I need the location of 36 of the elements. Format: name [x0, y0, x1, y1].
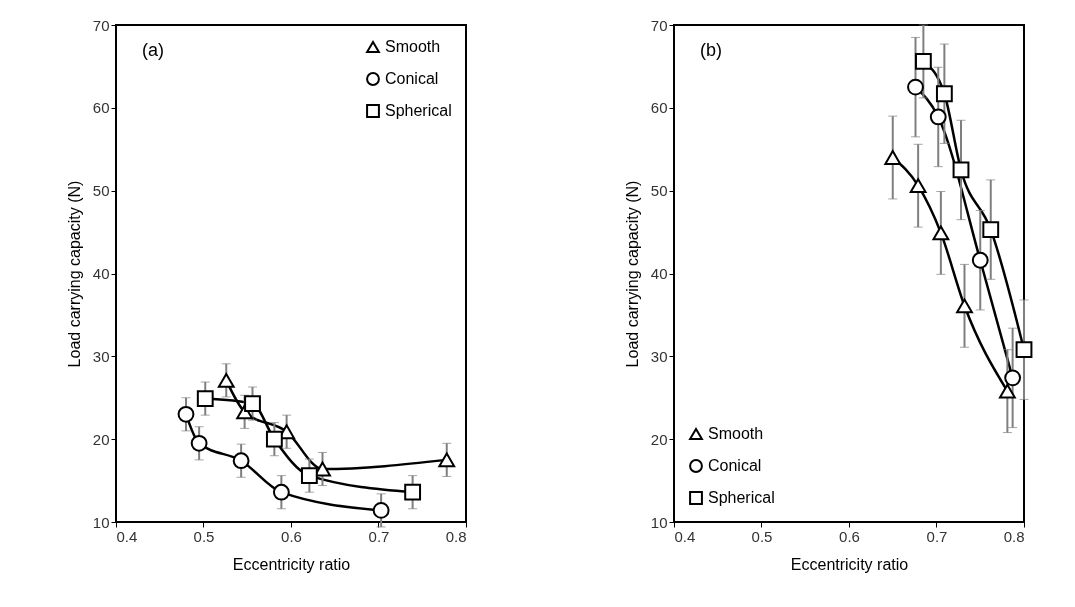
y-tick-label: 30: [92, 347, 110, 365]
y-tick-label: 50: [92, 182, 110, 200]
y-tick-label: 20: [92, 430, 110, 448]
y-tick-label: 70: [650, 16, 668, 34]
x-tick-label: 0.5: [193, 527, 215, 545]
x-tick-label: 0.4: [674, 527, 696, 545]
annotation: (b): [700, 40, 722, 60]
y-tick-label: 10: [92, 513, 110, 531]
y-tick-label: 60: [650, 99, 668, 117]
y-tick-label: 50: [650, 182, 668, 200]
y-tick-label: 60: [92, 99, 110, 117]
x-tick-label: 0.5: [751, 527, 773, 545]
x-axis-title: Eccentricity ratio: [232, 555, 351, 573]
legend-label: Smooth: [708, 425, 764, 442]
legend-label: Conical: [385, 70, 439, 87]
x-axis-title: Eccentricity ratio: [790, 555, 909, 573]
x-tick-label: 0.7: [368, 527, 390, 545]
legend-label: Conical: [708, 457, 762, 474]
x-tick-label: 0.8: [445, 527, 467, 545]
y-tick-label: 40: [92, 265, 110, 282]
y-axis-title: Load carrying capacity (N): [65, 180, 83, 368]
y-tick-label: 10: [650, 513, 668, 531]
y-tick-label: 30: [650, 347, 668, 365]
y-tick-label: 70: [92, 16, 110, 34]
legend-label: Spherical: [385, 102, 452, 119]
annotation: (a): [142, 40, 164, 60]
x-tick-label: 0.6: [839, 527, 860, 545]
y-axis-title: Load carrying capacity (N): [623, 180, 641, 368]
x-tick-label: 0.7: [926, 527, 948, 545]
legend-label: Smooth: [385, 38, 441, 55]
x-tick-label: 0.8: [1003, 527, 1025, 545]
y-tick-label: 20: [650, 430, 668, 448]
x-tick-label: 0.6: [281, 527, 302, 545]
y-tick-label: 40: [650, 265, 668, 282]
x-tick-label: 0.4: [116, 527, 138, 545]
legend-label: Spherical: [708, 489, 775, 506]
